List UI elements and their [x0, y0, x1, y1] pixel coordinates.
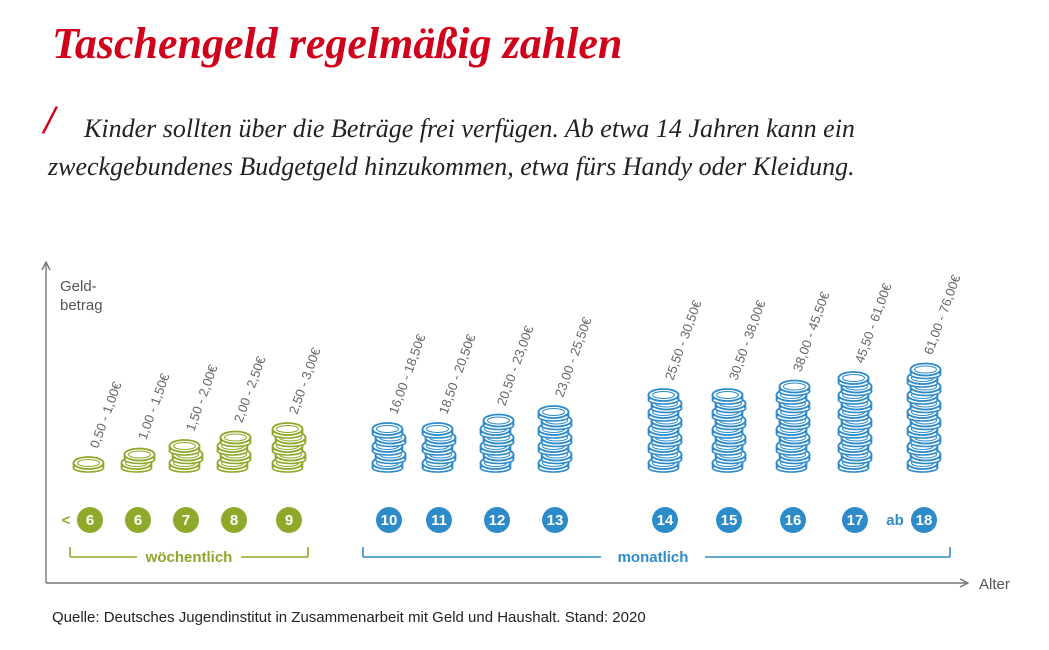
range-label-7: 18,50 - 20,50€ — [436, 331, 479, 416]
coin-stack-9 — [537, 405, 573, 473]
coin — [711, 388, 744, 405]
coin — [837, 371, 870, 388]
age-badge-3 — [173, 507, 199, 533]
coin — [219, 430, 252, 448]
age-label-5: 9 — [285, 512, 293, 529]
age-badge-11 — [716, 507, 742, 533]
coin-stack-5 — [271, 422, 307, 473]
coin-stack-3 — [168, 439, 204, 473]
range-label-1: 0,50 - 1,00€ — [87, 379, 125, 450]
age-label-2: 6 — [134, 512, 142, 529]
coin — [123, 447, 156, 465]
age-badge-1 — [77, 507, 103, 533]
coin — [909, 362, 942, 380]
chart-subtitle: Kinder sollten über die Beträge frei ver… — [48, 114, 855, 181]
range-label-9: 23,00 - 25,50€ — [552, 314, 595, 399]
age-label-8: 12 — [489, 512, 506, 529]
group-label-2: monatlich — [618, 549, 689, 566]
coin-stack-1 — [72, 456, 105, 473]
coin — [271, 422, 304, 439]
coin — [371, 422, 404, 439]
range-label-8: 20,50 - 23,00€ — [494, 323, 537, 408]
age-badge-2 — [125, 507, 151, 533]
age-label-14: 18 — [916, 512, 933, 529]
age-label-11: 15 — [721, 512, 738, 529]
range-label-6: 16,00 - 18,50€ — [386, 331, 429, 416]
coin-stack-4 — [216, 430, 252, 473]
age-label-10: 14 — [657, 512, 674, 529]
coin-stack-8 — [479, 413, 515, 473]
age-badge-5 — [276, 507, 302, 533]
age-label-13: 17 — [847, 512, 864, 529]
age-badge-10 — [652, 507, 678, 533]
range-label-13: 45,50 - 61,00€ — [852, 280, 895, 365]
range-label-11: 30,50 - 38,00€ — [726, 297, 769, 382]
age-badge-7 — [426, 507, 452, 533]
coin — [537, 405, 570, 422]
coin-stack-6 — [371, 422, 407, 473]
age-prefix-1: < — [62, 512, 71, 529]
range-label-10: 25,50 - 30,50€ — [662, 297, 705, 382]
coin — [72, 456, 105, 473]
group-bracket-2: monatlich — [362, 547, 951, 566]
slash-mark: / — [44, 97, 56, 142]
range-label-2: 1,00 - 1,50€ — [135, 370, 173, 441]
coin-stack-14 — [906, 362, 942, 473]
age-label-7: 11 — [431, 512, 447, 529]
age-label-3: 7 — [182, 512, 190, 529]
x-axis-label: Alter — [979, 576, 1010, 593]
coin-stack-13 — [837, 371, 873, 473]
age-badge-14 — [911, 507, 937, 533]
range-label-4: 2,00 - 2,50€ — [231, 353, 269, 424]
coin-stack-11 — [711, 388, 747, 473]
age-label-4: 8 — [230, 512, 238, 529]
age-badge-13 — [842, 507, 868, 533]
coin-stack-10 — [647, 388, 683, 473]
group-label-1: wöchentlich — [145, 549, 233, 566]
group-bracket-1: wöchentlich — [69, 547, 309, 566]
age-label-9: 13 — [547, 512, 564, 529]
source-note: Quelle: Deutsches Jugendinstitut in Zusa… — [52, 609, 646, 626]
coin — [168, 439, 201, 456]
coin — [647, 388, 680, 405]
coin — [778, 379, 811, 397]
range-label-5: 2,50 - 3,00€ — [286, 345, 324, 416]
age-label-6: 10 — [381, 512, 398, 529]
range-label-14: 61,00 - 76,00€ — [921, 272, 964, 357]
age-badge-4 — [221, 507, 247, 533]
range-label-3: 1,50 - 2,00€ — [183, 362, 221, 433]
range-label-12: 38,00 - 45,50€ — [790, 289, 833, 374]
age-badge-6 — [376, 507, 402, 533]
age-label-12: 16 — [785, 512, 802, 529]
age-prefix-14: ab — [886, 512, 904, 529]
coin-stack-2 — [120, 447, 156, 473]
y-axis-label-line2: betrag — [60, 297, 103, 314]
age-badge-12 — [780, 507, 806, 533]
chart-title: Taschengeld regelmäßig zahlen — [52, 19, 623, 68]
age-badge-8 — [484, 507, 510, 533]
coin — [421, 422, 454, 439]
coin-stack-12 — [775, 379, 811, 473]
y-axis-label-line1: Geld- — [60, 278, 97, 295]
coin — [482, 413, 515, 431]
age-badge-9 — [542, 507, 568, 533]
coin-stack-7 — [421, 422, 457, 473]
age-label-1: 6 — [86, 512, 94, 529]
